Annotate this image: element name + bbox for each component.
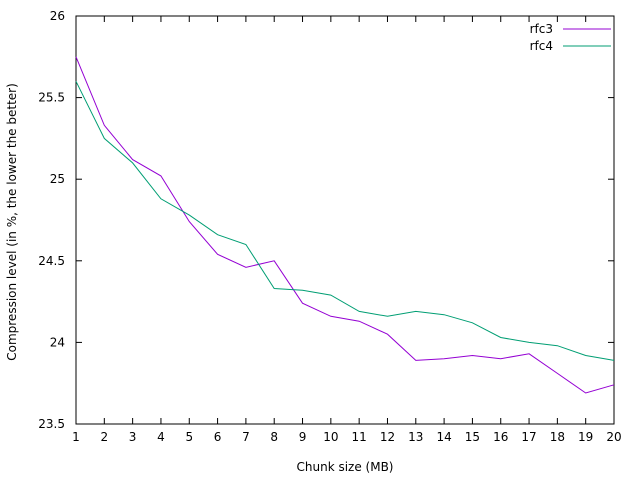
x-tick-label: 2 — [100, 430, 108, 444]
x-tick-label: 4 — [157, 430, 165, 444]
x-tick-label: 19 — [578, 430, 593, 444]
y-tick-label: 24.5 — [38, 254, 65, 268]
x-tick-label: 20 — [606, 430, 621, 444]
x-tick-label: 17 — [521, 430, 536, 444]
plot-frame — [75, 15, 615, 425]
series-line-rfc4 — [75, 81, 615, 361]
x-tick-label: 8 — [270, 430, 278, 444]
x-tick-label: 10 — [323, 430, 338, 444]
y-tick-label: 25 — [50, 172, 65, 186]
y-axis-title: Compression level (in %, the lower the b… — [5, 83, 19, 361]
y-tick-label: 23.5 — [38, 417, 65, 431]
x-tick-label: 5 — [185, 430, 193, 444]
legend-label-rfc3: rfc3 — [530, 22, 553, 36]
x-tick-label: 3 — [129, 430, 137, 444]
series-line-rfc3 — [75, 56, 615, 394]
x-tick-label: 16 — [493, 430, 508, 444]
y-tick-label: 25.5 — [38, 91, 65, 105]
x-tick-label: 11 — [352, 430, 367, 444]
x-tick-label: 7 — [242, 430, 250, 444]
series-lines — [75, 56, 615, 394]
x-tick-label: 18 — [550, 430, 565, 444]
x-tick-label: 12 — [380, 430, 395, 444]
x-tick-label: 15 — [465, 430, 480, 444]
legend: rfc3 rfc4 — [530, 22, 611, 53]
legend-label-rfc4: rfc4 — [530, 39, 553, 53]
x-axis-title: Chunk size (MB) — [297, 460, 394, 474]
y-tick-label: 24 — [50, 335, 65, 349]
x-tick-label: 1 — [72, 430, 80, 444]
x-tick-label: 6 — [214, 430, 222, 444]
x-tick-label: 9 — [299, 430, 307, 444]
y-tick-label: 26 — [50, 9, 65, 23]
axes: 1 2 3 4 5 6 7 8 9 10 11 12 13 14 15 16 17 18 19 2023.52424.… — [38, 9, 621, 444]
x-tick-label: 14 — [436, 430, 451, 444]
x-tick-label: 13 — [408, 430, 423, 444]
